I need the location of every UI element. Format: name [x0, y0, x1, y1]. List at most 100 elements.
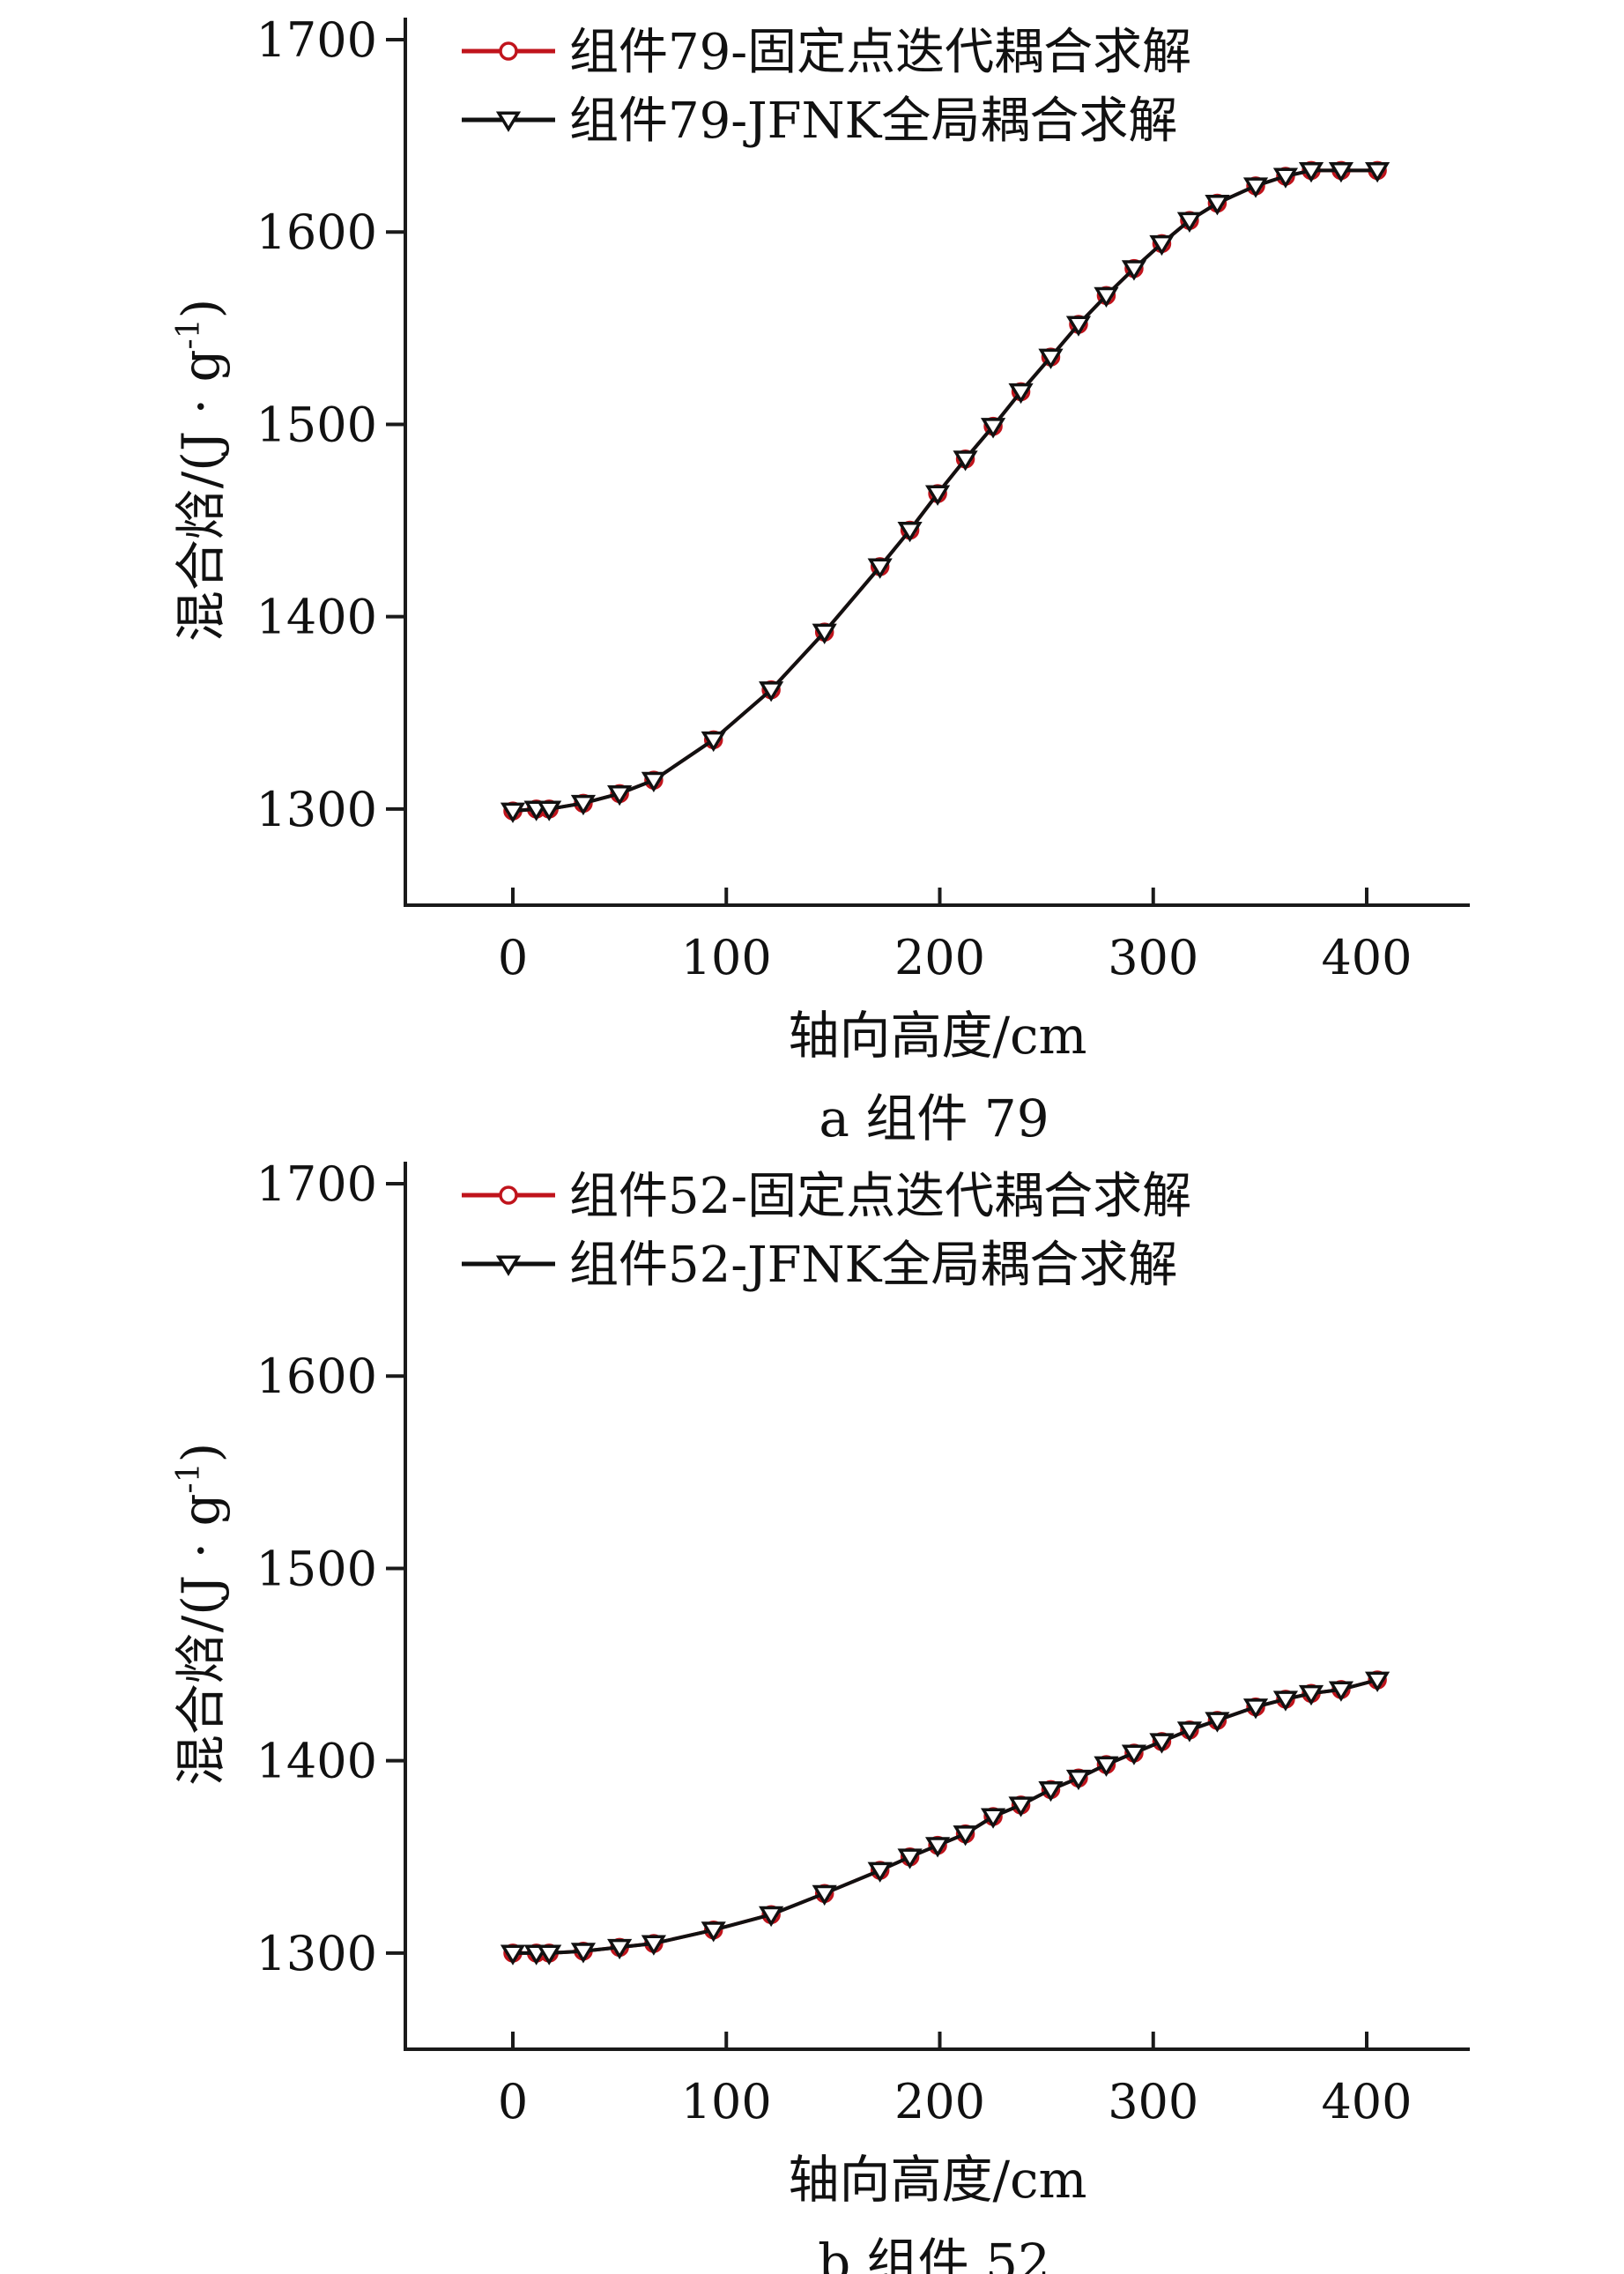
y-tick-label: 1600 — [256, 1349, 377, 1404]
chart-panel-2: 1300 1400 1500 1600 1700 0 100 200 300 400 轴向高度/cm… — [171, 1156, 1470, 2274]
y-tick-label: 1700 — [256, 1156, 377, 1212]
data-point-triangle — [980, 1808, 1006, 1829]
y-axis-label-close: ) — [171, 1443, 231, 1463]
data-point-triangle — [1065, 1769, 1092, 1791]
data-point-triangle — [1242, 177, 1269, 198]
data-point-triangle — [1176, 212, 1203, 233]
legend-label: 组件52-JFNK全局耦合求解 — [569, 1237, 1177, 1294]
data-point-triangle — [1038, 348, 1064, 369]
data-point-triangle — [1328, 1681, 1354, 1702]
series-2 — [500, 1671, 1390, 1966]
data-point-triangle — [812, 623, 837, 644]
data-point-triangle — [759, 681, 784, 702]
legend-label: 组件79-JFNK全局耦合求解 — [569, 93, 1177, 150]
y-tick-label: 1300 — [256, 782, 377, 837]
data-point-triangle — [1121, 260, 1147, 281]
chart-panel-1: 1300 1400 1500 1600 1700 0 100 200 300 400 轴向高度/cm… — [171, 12, 1470, 1148]
y-axis-label-sup: -1 — [171, 1462, 207, 1493]
y-axis-label-sup: -1 — [171, 318, 207, 349]
data-point-triangle — [1094, 286, 1119, 308]
data-point-triangle — [897, 522, 923, 543]
data-point-triangle — [1205, 195, 1230, 216]
data-point-triangle — [701, 731, 726, 753]
data-point-triangle — [1149, 234, 1175, 256]
x-tick-label: 400 — [1321, 2074, 1412, 2129]
x-tick-label: 100 — [681, 930, 772, 985]
y-tick-label: 1700 — [256, 12, 377, 68]
data-point-triangle — [607, 1938, 633, 1960]
data-point-triangle — [1365, 161, 1390, 183]
x-tick-label: 0 — [498, 2074, 528, 2129]
data-point-triangle — [953, 1825, 978, 1847]
legend-swatch-marker — [495, 111, 522, 132]
y-tick-label: 1600 — [256, 204, 377, 260]
data-point-triangle — [1272, 167, 1299, 189]
x-tick-label: 300 — [1108, 2074, 1198, 2129]
y-tick-label: 1500 — [256, 397, 377, 452]
data-point-triangle — [701, 1921, 726, 1943]
series-2 — [500, 161, 1390, 823]
data-point-triangle — [537, 1944, 562, 1966]
data-point-triangle — [500, 802, 526, 823]
data-point-triangle — [537, 800, 562, 821]
y-axis-label-main: 混合焓/(J · g — [171, 1493, 231, 1786]
y-tick-label: 1300 — [256, 1926, 377, 1981]
x-tick-label: 300 — [1108, 930, 1198, 985]
data-point-triangle — [759, 1906, 784, 1928]
legend-label: 组件52-固定点迭代耦合求解 — [569, 1168, 1191, 1225]
data-point-triangle — [1272, 1691, 1299, 1712]
data-point-triangle — [500, 1944, 526, 1966]
y-tick-label: 1400 — [256, 1734, 377, 1789]
panel-caption: b 组件 52 — [818, 2233, 1050, 2274]
y-axis-label: 混合焓/(J · g-1) — [171, 1443, 231, 1787]
data-point-triangle — [1205, 1712, 1230, 1733]
data-point-triangle — [1121, 1744, 1147, 1765]
data-point-triangle — [1298, 1684, 1324, 1706]
data-point-triangle — [1328, 161, 1354, 183]
data-point-triangle — [641, 1935, 666, 1956]
y-axis-label: 混合焓/(J · g-1) — [171, 299, 231, 643]
legend-swatch-marker — [499, 1185, 518, 1205]
data-point-triangle — [641, 771, 666, 792]
y-axis-label-main: 混合焓/(J · g — [171, 349, 231, 642]
legend-swatch-marker — [495, 1255, 522, 1276]
data-point-triangle — [953, 450, 978, 472]
data-point-triangle — [1298, 161, 1324, 183]
data-point-triangle — [570, 794, 597, 816]
x-axis-label: 轴向高度/cm — [788, 1006, 1086, 1066]
data-point-triangle — [1008, 383, 1034, 405]
x-tick-label: 200 — [894, 930, 985, 985]
y-tick-label: 1500 — [256, 1541, 377, 1596]
legend-label: 组件79-固定点迭代耦合求解 — [569, 24, 1191, 81]
y-axis-label-close: ) — [171, 299, 231, 319]
x-axis-label: 轴向高度/cm — [788, 2150, 1086, 2210]
data-point-triangle — [1242, 1698, 1269, 1720]
data-point-triangle — [570, 1943, 597, 1964]
data-point-triangle — [1365, 1671, 1390, 1692]
legend-swatch-marker — [499, 41, 518, 61]
data-point-triangle — [1176, 1721, 1203, 1743]
data-point-triangle — [607, 784, 633, 806]
x-tick-label: 200 — [894, 2074, 985, 2129]
data-point-triangle — [1065, 316, 1092, 337]
x-tick-label: 100 — [681, 2074, 772, 2129]
data-point-triangle — [812, 1884, 837, 1906]
data-point-triangle — [924, 1837, 951, 1858]
data-point-triangle — [1094, 1756, 1119, 1777]
data-point-triangle — [867, 558, 893, 579]
x-tick-label: 0 — [498, 930, 528, 985]
panel-caption: a 组件 79 — [819, 1089, 1049, 1148]
data-point-triangle — [1038, 1780, 1064, 1802]
data-point-triangle — [924, 485, 951, 506]
data-point-triangle — [1149, 1733, 1175, 1754]
data-point-triangle — [1008, 1796, 1034, 1817]
data-point-triangle — [897, 1848, 923, 1869]
data-point-triangle — [980, 418, 1006, 439]
data-point-triangle — [867, 1862, 893, 1883]
y-tick-label: 1400 — [256, 590, 377, 645]
x-tick-label: 400 — [1321, 930, 1412, 985]
